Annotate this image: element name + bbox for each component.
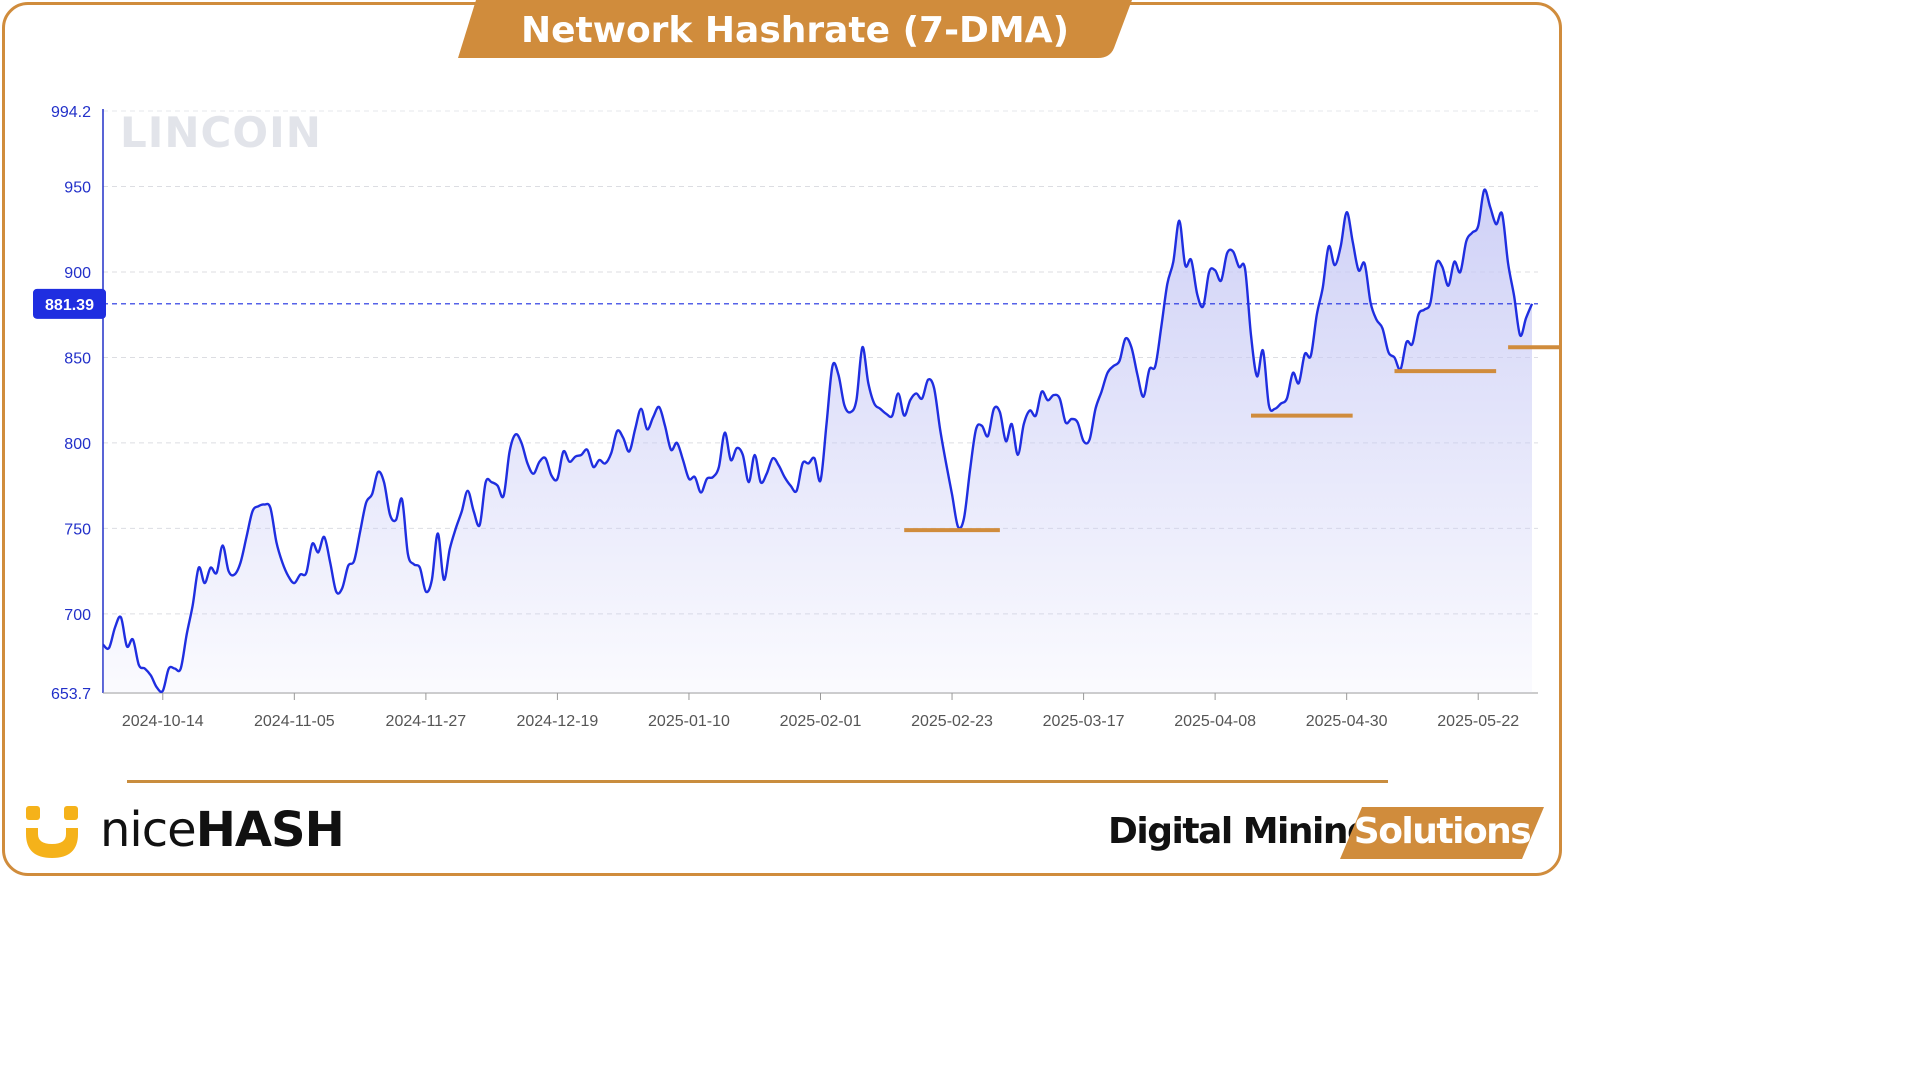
title-tab xyxy=(458,0,1132,58)
dms-tab-label: Solutions xyxy=(1353,811,1532,852)
nicehash-logo-icon xyxy=(26,806,78,858)
hashrate-chart: 994.2 950 900 850 800 750 700 653.7 2024-10-14 20… xyxy=(33,104,1562,730)
current-value-badge xyxy=(33,288,106,319)
x-tick-label: 2025-02-23 xyxy=(911,713,993,730)
x-tick-label: 2024-12-19 xyxy=(516,713,598,730)
chart-title: Network Hashrate (7-DMA) xyxy=(520,10,1070,51)
x-tick-label: 2025-04-08 xyxy=(1174,713,1256,730)
y-tick-label: 900 xyxy=(64,265,91,282)
y-tick-label: 700 xyxy=(64,607,91,624)
watermark-logo: LINCOIN xyxy=(120,108,322,157)
x-tick-label: 2025-03-17 xyxy=(1043,713,1125,730)
nicehash-prefix: nice xyxy=(100,802,197,858)
y-tick-label: 850 xyxy=(64,350,91,367)
current-value-label: 881.39 xyxy=(45,297,94,314)
x-tick-label: 2025-02-01 xyxy=(780,713,862,730)
nicehash-suffix: HASH xyxy=(195,802,345,858)
y-tick-label: 750 xyxy=(64,521,91,538)
nicehash-wordmark: niceHASH xyxy=(100,800,345,860)
series-line xyxy=(102,188,1534,694)
y-tick-label: 994.2 xyxy=(51,104,91,121)
x-tick-label: 2024-11-05 xyxy=(254,713,335,730)
footer-divider xyxy=(127,780,1388,783)
x-tick-label: 2025-01-10 xyxy=(648,713,730,730)
y-tick-label: 950 xyxy=(64,180,91,197)
x-tick-label: 2025-05-22 xyxy=(1437,713,1519,730)
x-tick-label: 2024-11-27 xyxy=(386,713,467,730)
dms-tab xyxy=(1340,807,1544,859)
dms-wordmark: Digital Mining xyxy=(1108,811,1373,852)
x-tick-label: 2025-04-30 xyxy=(1306,713,1388,730)
y-tick-label: 653.7 xyxy=(51,686,91,703)
series-area xyxy=(103,189,1532,693)
x-tick-label: 2024-10-14 xyxy=(122,713,204,730)
y-tick-label: 800 xyxy=(64,436,91,453)
